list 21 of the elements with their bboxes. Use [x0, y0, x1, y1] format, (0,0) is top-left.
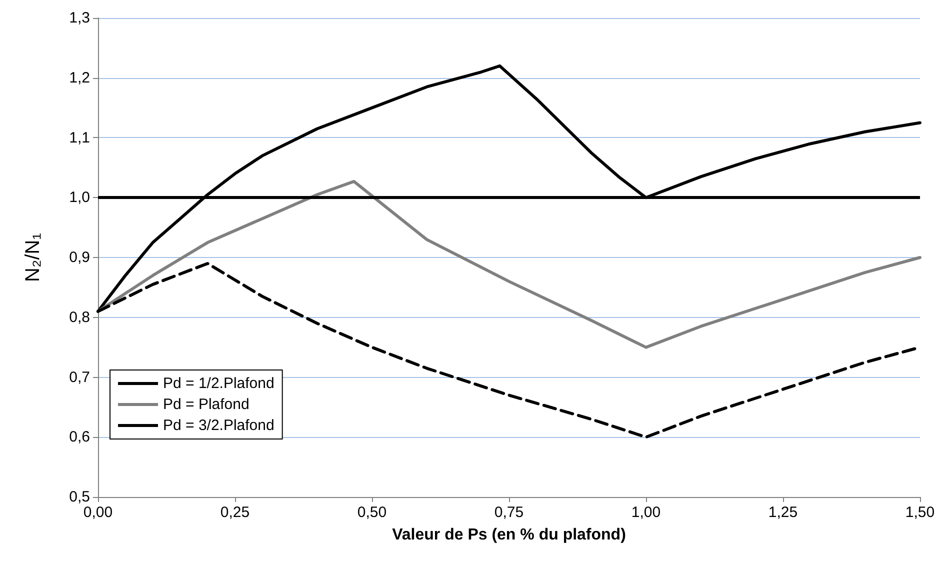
y-tick-label: 0,8: [69, 308, 90, 326]
y-tick-label: 0,7: [69, 368, 90, 386]
y-tick-label: 1,3: [69, 10, 90, 26]
x-axis-title: Valeur de Ps (en % du plafond): [392, 526, 626, 544]
x-tick-label: 0,50: [357, 504, 387, 521]
legend-label: Pd = 1/2.Plafond: [163, 375, 274, 392]
y-tick-label: 1,0: [69, 189, 90, 206]
x-tick-label: 1,00: [631, 504, 661, 521]
legend-label: Pd = 3/2.Plafond: [163, 417, 274, 434]
x-tick-label: 0,75: [494, 504, 524, 521]
y-axis-title: N₂/N₁: [22, 232, 44, 282]
x-tick-label: 1,50: [905, 504, 935, 521]
y-tick-label: 0,5: [69, 488, 90, 506]
x-tick-label: 0,00: [83, 504, 113, 521]
x-tick-label: 1,25: [768, 504, 798, 521]
y-tick-label: 0,6: [69, 428, 90, 446]
x-tick-label: 0,25: [220, 504, 250, 521]
y-tick-label: 0,9: [69, 249, 90, 266]
y-tick-label: 1,1: [69, 129, 90, 146]
legend-label: Pd = Plafond: [163, 396, 250, 413]
y-tick-label: 1,2: [69, 69, 90, 86]
